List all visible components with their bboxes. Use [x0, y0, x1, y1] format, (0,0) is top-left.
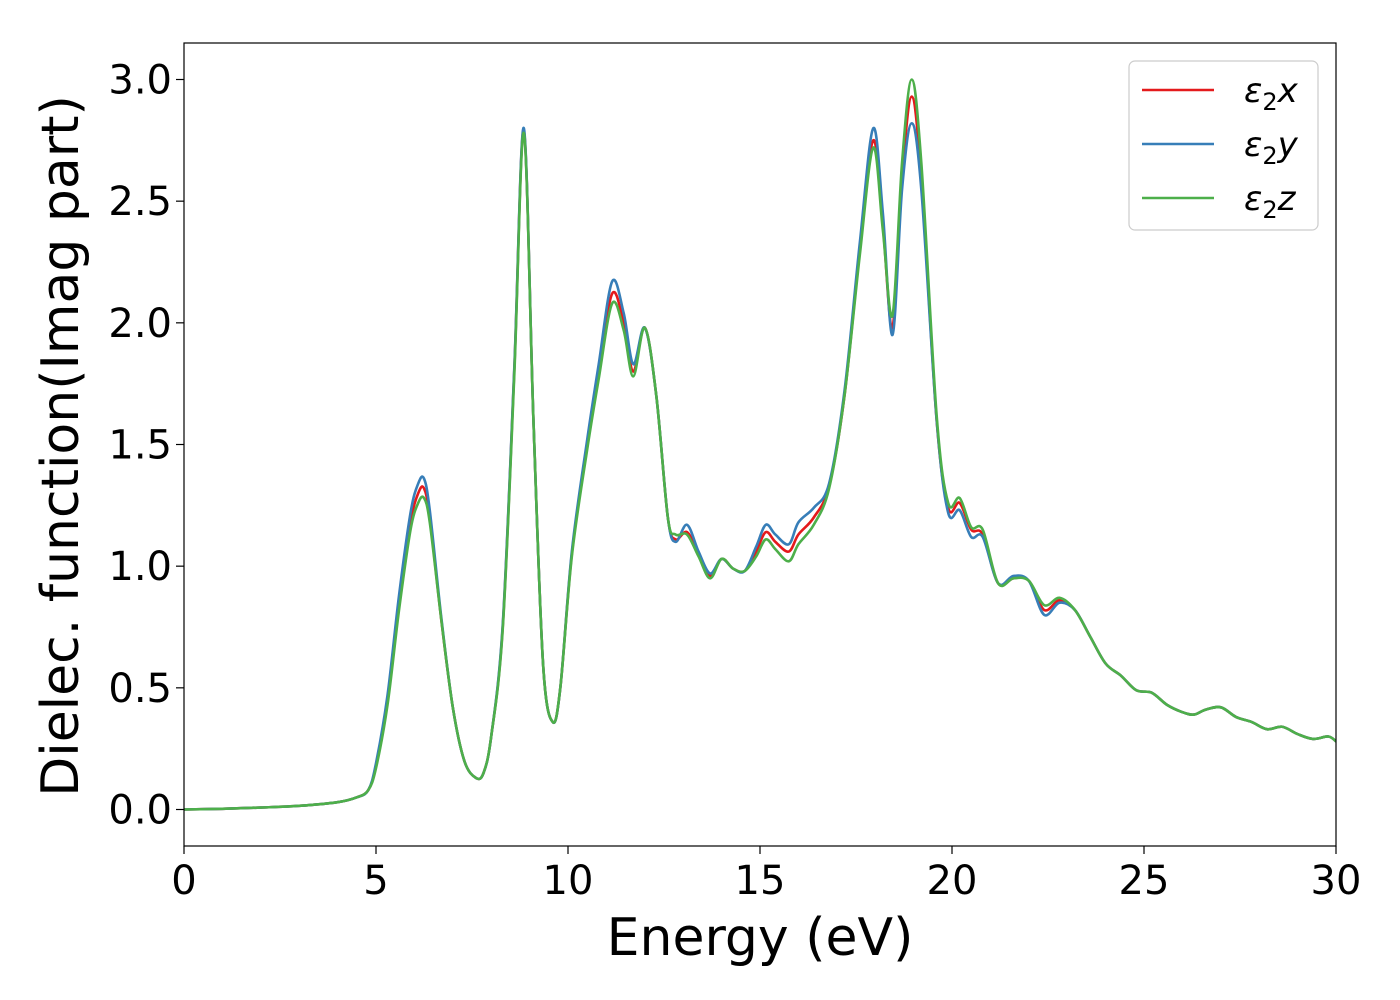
x-axis-ticks: 0 5 10 15 20 25 30 [171, 846, 1361, 904]
legend-label-x: ε2x [1244, 71, 1299, 116]
legend: ε2x ε2y ε2z [1128, 60, 1319, 231]
series-line-z [184, 78, 1336, 811]
x-tick-label: 10 [543, 858, 594, 904]
y-tick-label: 1.0 [108, 544, 172, 590]
y-tick-label: 2.5 [108, 179, 172, 225]
y-tick-label: 0.0 [108, 788, 172, 834]
x-tick-label: 15 [735, 858, 786, 904]
y-tick-label: 3.0 [108, 58, 172, 104]
legend-label-z: ε2z [1244, 179, 1297, 224]
x-tick-label: 20 [927, 858, 978, 904]
y-axis-title: Dielec. function(Imag part) [31, 95, 91, 797]
plot-lines [184, 78, 1336, 811]
y-tick-label: 0.5 [108, 666, 172, 712]
x-tick-label: 25 [1119, 858, 1170, 904]
x-tick-label: 30 [1311, 858, 1362, 904]
y-tick-label: 1.5 [108, 423, 172, 469]
legend-box [1128, 60, 1319, 231]
x-tick-label: 5 [363, 858, 388, 904]
x-axis-title: Energy (eV) [607, 908, 914, 968]
y-tick-label: 2.0 [108, 301, 172, 347]
x-tick-label: 0 [171, 858, 196, 904]
y-axis-ticks: 0.0 0.5 1.0 1.5 2.0 2.5 3.0 [108, 58, 184, 834]
legend-label-y: ε2y [1244, 125, 1299, 170]
